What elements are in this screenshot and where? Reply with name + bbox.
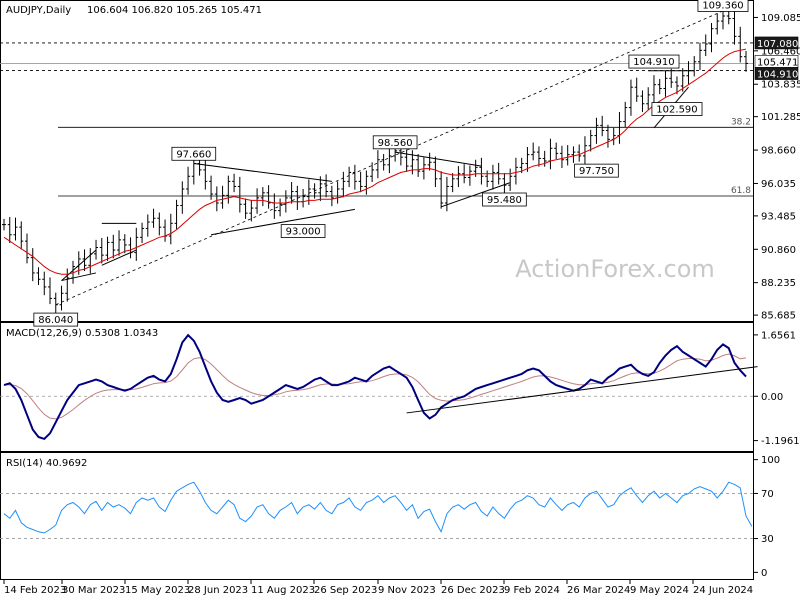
price-tick-label: 90.860 — [761, 245, 796, 256]
annotation-label: 102.590 — [656, 105, 697, 116]
x-tick-label: 11 Aug 2023 — [251, 585, 315, 596]
annotation-box — [482, 192, 527, 207]
rsi-title: RSI(14) 40.9692 — [6, 458, 87, 469]
annotation-box — [280, 224, 326, 238]
x-tick-label: 14 Feb 2023 — [4, 585, 66, 596]
level-tag-label: 105.471 — [757, 57, 798, 68]
annotation-label: 109.360 — [702, 0, 743, 11]
annotation-label: 97.660 — [176, 149, 211, 160]
price-tick-label: 103.835 — [761, 80, 800, 91]
annotation-label: 98.560 — [378, 138, 413, 149]
ohlc-values: 106.604 106.820 105.265 105.471 — [87, 5, 262, 16]
x-tick-label: 9 Nov 2023 — [378, 585, 436, 596]
pattern-line — [395, 151, 482, 167]
annotation-label: 95.480 — [487, 195, 522, 206]
price-tick-label: 106.460 — [761, 46, 800, 57]
annotation-box — [33, 312, 79, 327]
price-tick-label: 93.485 — [761, 211, 796, 222]
annotation-box — [628, 54, 680, 69]
macd-tick-label: 1.6561 — [761, 330, 796, 341]
x-tick-label: 28 Jun 2023 — [188, 585, 248, 596]
x-tick-label: 26 Mar 2024 — [567, 585, 630, 596]
rsi-tick-label: 70 — [761, 489, 774, 500]
annotation-box — [651, 102, 703, 116]
x-tick-label: 15 May 2023 — [125, 585, 190, 596]
annotation-label: 93.000 — [286, 227, 321, 238]
price-layer: 109.085 106.460 103.835 101.285 98.660 96.035… — [0, 0, 800, 327]
macd-line — [3, 333, 747, 441]
x-tick-label: 9 May 2024 — [630, 585, 689, 596]
rsi-tick-label: 100 — [761, 455, 780, 466]
level-tag — [754, 36, 799, 50]
annotation-label: 104.910 — [633, 57, 674, 68]
level-tag-label: 107.080 — [757, 39, 798, 50]
pattern-line — [440, 182, 511, 208]
x-tick-label: 26 Dec 2023 — [441, 585, 505, 596]
rsi-tick-label: 0 — [761, 568, 767, 579]
annotation-label: 97.750 — [579, 166, 614, 177]
price-tick-label: 85.685 — [761, 311, 796, 322]
pattern-line — [210, 208, 355, 236]
annotation-box — [372, 135, 418, 150]
macd-panel-frame — [0, 322, 754, 452]
price-tick-label: 109.085 — [761, 13, 800, 24]
annotation-box — [171, 146, 217, 161]
x-tick-label: 24 Jun 2024 — [693, 585, 753, 596]
rsi-tick-label: 30 — [761, 534, 774, 545]
rsi-panel-frame — [0, 452, 754, 580]
rsi-layer: 100 70 30 0 — [0, 455, 780, 579]
x-tick-label: 26 Sep 2023 — [314, 585, 377, 596]
fib-label: 38.2 — [731, 117, 751, 127]
price-tick-label: 96.035 — [761, 179, 796, 190]
rsi-line — [3, 481, 753, 534]
level-tag-label: 104.910 — [757, 70, 798, 81]
macd-title: MACD(12,26,9) 0.5308 1.0343 — [6, 328, 158, 339]
x-tick-label: 9 Feb 2024 — [504, 585, 560, 596]
macd-layer: 1.6561 0.00 -1.1961 — [0, 330, 800, 447]
macd-trendline — [406, 366, 758, 414]
x-tick-label: 30 Mar 2023 — [62, 585, 125, 596]
price-tick-label: 98.660 — [761, 146, 796, 157]
macd-tick-label: 0.00 — [761, 392, 783, 403]
price-panel-frame — [0, 0, 754, 322]
macd-tick-label: -1.1961 — [761, 436, 800, 447]
symbol-title: AUDJPY,Daily — [6, 5, 71, 16]
moving-average-line — [3, 48, 747, 275]
price-tick-label: 88.235 — [761, 278, 796, 289]
level-tag — [754, 67, 799, 80]
annotation-label: 86.040 — [38, 315, 73, 326]
pattern-line — [193, 163, 332, 182]
channel-trendline — [55, 5, 735, 306]
annotation-box — [697, 0, 749, 12]
annotation-box — [574, 163, 619, 178]
price-tick-label: 101.285 — [761, 112, 800, 123]
watermark: ActionForex.com — [515, 255, 715, 283]
fib-label: 61.8 — [731, 186, 751, 196]
